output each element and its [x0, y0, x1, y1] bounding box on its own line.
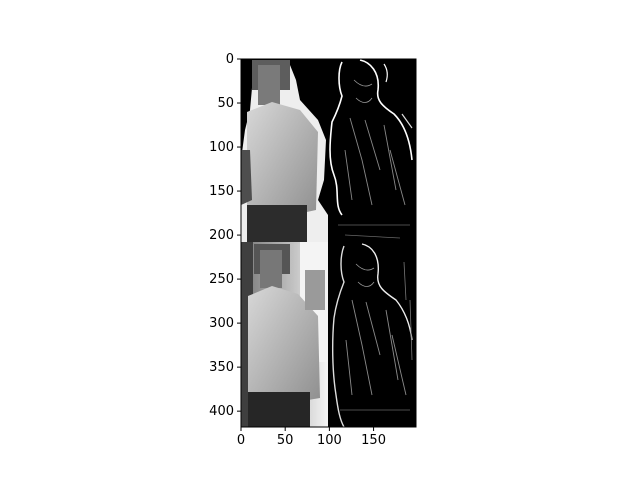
- image-area: [241, 59, 416, 428]
- y-tick-label: 200: [209, 228, 234, 243]
- panel-bottom-left: [241, 242, 328, 427]
- x-tick-label: 150: [361, 433, 386, 448]
- y-tick-label: 400: [209, 404, 234, 419]
- panel-top-left: [241, 59, 328, 242]
- x-tick-label: 50: [277, 433, 294, 448]
- y-tick-label: 250: [209, 272, 234, 287]
- x-tick-label: 0: [237, 433, 245, 448]
- x-axis-ticks: 0 50 100 150: [237, 427, 386, 448]
- axes-frame: [240, 58, 417, 428]
- y-tick-label: 300: [209, 316, 234, 331]
- y-tick-label: 350: [209, 360, 234, 375]
- panel-bottom-right: [328, 242, 416, 428]
- y-tick-label: 150: [209, 184, 234, 199]
- x-tick-label: 100: [317, 433, 342, 448]
- y-tick-label: 50: [217, 96, 234, 111]
- y-axis-ticks: 0 50 100 150 200 250 300 350 400: [209, 52, 241, 419]
- panel-top-right: [328, 59, 416, 242]
- y-tick-label: 100: [209, 140, 234, 155]
- y-tick-label: 0: [226, 52, 234, 67]
